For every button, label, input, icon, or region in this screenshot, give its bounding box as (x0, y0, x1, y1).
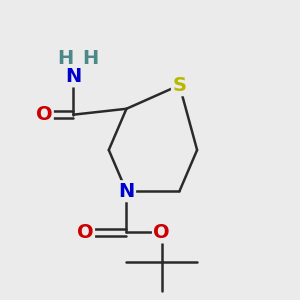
Text: S: S (172, 76, 186, 95)
Text: H: H (57, 49, 74, 68)
Text: O: O (77, 223, 94, 242)
Text: O: O (154, 223, 170, 242)
Text: N: N (65, 67, 82, 86)
Text: H: H (82, 49, 98, 68)
Text: N: N (118, 182, 135, 201)
Text: O: O (36, 105, 52, 124)
